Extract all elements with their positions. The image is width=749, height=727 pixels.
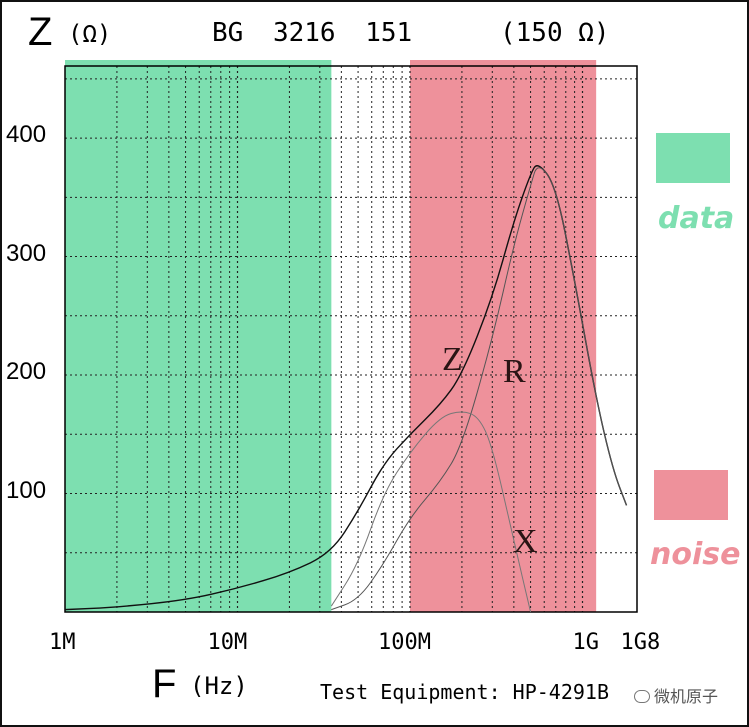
watermark-text: 微机原子 bbox=[654, 689, 719, 706]
region-noise bbox=[410, 60, 597, 612]
watermark: 微机原子 bbox=[628, 682, 725, 708]
series-label-r: R bbox=[503, 353, 526, 390]
x-axis-unit: (Hz) bbox=[190, 672, 248, 700]
legend-label-noise: noise bbox=[650, 537, 740, 572]
test-equipment-note: Test Equipment: HP-4291B bbox=[320, 680, 609, 704]
plot-border bbox=[64, 65, 638, 613]
region-data bbox=[65, 60, 332, 612]
x-tick-label: 100M bbox=[378, 630, 431, 655]
series-line-x bbox=[330, 411, 532, 613]
part-number: BG 3216 151 bbox=[212, 18, 413, 48]
y-tick-label: 200 bbox=[6, 358, 47, 386]
x-tick-label: 1M bbox=[49, 630, 76, 655]
wechat-icon bbox=[634, 690, 650, 703]
x-tick-label: 10M bbox=[207, 630, 248, 655]
series-label-z: Z bbox=[442, 341, 463, 378]
x-tick-label: 1G bbox=[572, 630, 600, 655]
z-symbol: Z bbox=[28, 10, 53, 54]
series-line-r bbox=[331, 167, 628, 611]
legend-swatch-data bbox=[656, 133, 730, 183]
legend-swatch-noise bbox=[654, 470, 728, 520]
y-tick-label: 100 bbox=[6, 476, 47, 504]
y-tick-label: 400 bbox=[6, 121, 47, 149]
series-label-x: X bbox=[513, 523, 538, 560]
x-tick-label: 1G8 bbox=[620, 630, 661, 655]
impedance-rating: (150 Ω) bbox=[500, 18, 610, 48]
legend-label-data: data bbox=[658, 201, 734, 236]
y-tick-label: 300 bbox=[6, 239, 47, 267]
z-unit: (Ω) bbox=[68, 20, 112, 48]
x-axis-symbol: F bbox=[152, 662, 177, 706]
